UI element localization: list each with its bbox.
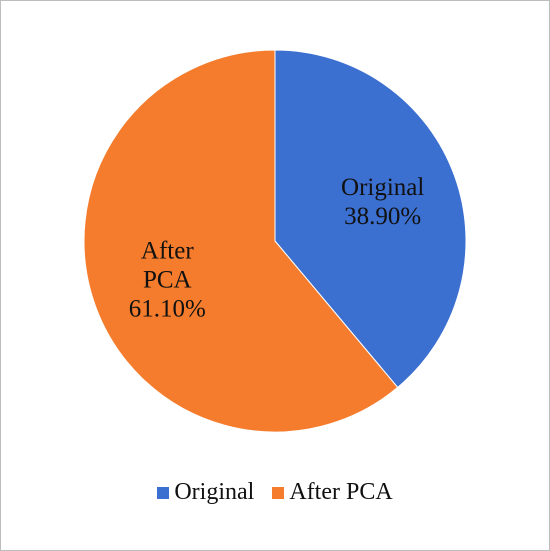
label-value: 61.10%: [128, 295, 206, 323]
label-value: 38.90%: [344, 202, 422, 230]
pie-slice: [274, 49, 467, 389]
legend-label: After PCA: [289, 479, 393, 505]
legend-swatch: [157, 486, 170, 499]
legend-swatch: [272, 486, 285, 499]
legend-label: Original: [174, 479, 255, 505]
label-category: Original: [341, 173, 425, 201]
legend-item: Original: [157, 479, 254, 506]
data-label: Original 38.90%: [341, 173, 425, 231]
legend: Original After PCA: [1, 479, 549, 506]
pie-slice: [83, 49, 399, 433]
label-category: After PCA: [140, 237, 194, 294]
legend-item: After PCA: [272, 479, 393, 506]
data-label: After PCA 61.10%: [125, 237, 209, 324]
